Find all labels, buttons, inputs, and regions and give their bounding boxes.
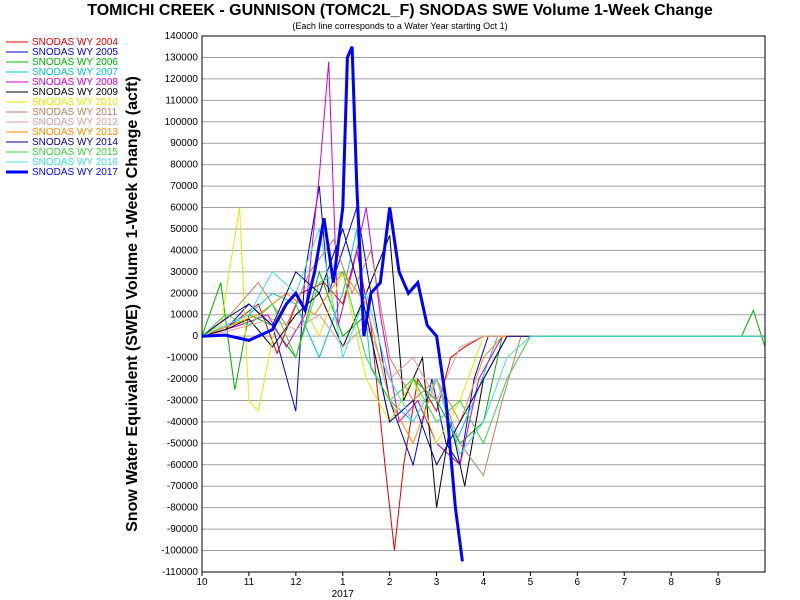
y-tick-label: 60000 <box>170 203 198 214</box>
x-year-label: 2017 <box>332 589 355 600</box>
x-tick-label: 8 <box>668 577 674 588</box>
y-tick-label: -80000 <box>167 503 199 514</box>
series-line-13 <box>201 227 765 456</box>
x-tick-label: 4 <box>481 577 487 588</box>
x-tick-label: 9 <box>715 577 721 588</box>
y-tick-label: 100000 <box>165 117 199 128</box>
y-tick-label: -60000 <box>167 460 199 471</box>
x-tick-label: 10 <box>196 577 208 588</box>
legend-label: SNODAS WY 2013 <box>32 127 118 138</box>
legend-label: SNODAS WY 2017 <box>32 167 118 178</box>
series-line-10 <box>201 270 765 445</box>
y-tick-label: 0 <box>192 331 198 342</box>
legend-label: SNODAS WY 2008 <box>32 77 118 88</box>
y-tick-label: -70000 <box>167 481 199 492</box>
series-lines <box>201 46 766 562</box>
legend-label: SNODAS WY 2006 <box>32 57 118 68</box>
y-tick-label: 70000 <box>170 181 198 192</box>
y-tick-label: -40000 <box>167 417 199 428</box>
legend-label: SNODAS WY 2011 <box>32 107 118 118</box>
y-tick-label: 80000 <box>170 160 198 171</box>
x-tick-label: 1 <box>340 577 346 588</box>
series-line-14 <box>201 46 464 562</box>
y-tick-label: 20000 <box>170 288 198 299</box>
x-ticks: 10 11 12 1 2 3 4 5 6 7 8 9 <box>196 572 721 588</box>
x-tick-label: 12 <box>290 577 302 588</box>
x-tick-label: 11 <box>244 577 255 588</box>
y-tick-label: -20000 <box>167 374 199 385</box>
y-tick-label: 90000 <box>170 138 198 149</box>
legend-label: SNODAS WY 2012 <box>32 117 118 128</box>
series-line-6 <box>201 235 765 508</box>
y-tick-label: -50000 <box>167 438 199 449</box>
y-tick-label: -10000 <box>167 353 199 364</box>
x-tick-label: 7 <box>621 577 627 588</box>
legend-label: SNODAS WY 2007 <box>32 67 118 78</box>
y-tick-label: 120000 <box>165 74 199 85</box>
chart-subtitle: (Each line corresponds to a Water Year s… <box>292 21 508 31</box>
legend-label: SNODAS WY 2016 <box>32 157 118 168</box>
legend-label: SNODAS WY 2004 <box>32 37 118 48</box>
y-tick-label: -110000 <box>162 567 198 578</box>
y-tick-label: -90000 <box>167 524 199 535</box>
y-tick-label: 30000 <box>170 267 198 278</box>
y-tick-label: 140000 <box>165 31 199 42</box>
x-tick-label: 6 <box>575 577 581 588</box>
chart-title: TOMICHI CREEK - GUNNISON (TOMC2L_F) SNOD… <box>87 2 713 19</box>
y-axis-label: Snow Water Equivalent (SWE) Volume 1-Wee… <box>124 76 141 532</box>
series-line-12 <box>201 271 765 445</box>
y-tick-label: 50000 <box>170 224 198 235</box>
legend-label: SNODAS WY 2005 <box>32 47 118 58</box>
y-tick-label: -30000 <box>167 395 199 406</box>
series-line-9 <box>201 314 765 402</box>
x-tick-label: 2 <box>387 577 393 588</box>
y-tick-label: 40000 <box>170 245 198 256</box>
y-tick-label: 10000 <box>170 310 198 321</box>
y-tick-label: -100000 <box>161 546 198 557</box>
y-tick-label: 110000 <box>165 95 198 106</box>
y-tick-label: 130000 <box>165 52 199 63</box>
x-tick-label: 3 <box>434 577 440 588</box>
legend-label: SNODAS WY 2009 <box>32 87 118 98</box>
legend-label: SNODAS WY 2015 <box>32 147 118 158</box>
y-ticks: 1400001300001200001100001000009000080000… <box>161 31 198 578</box>
legend-label: SNODAS WY 2014 <box>32 137 118 148</box>
x-tick-label: 5 <box>528 577 534 588</box>
legend-label: SNODAS WY 2010 <box>32 97 118 108</box>
